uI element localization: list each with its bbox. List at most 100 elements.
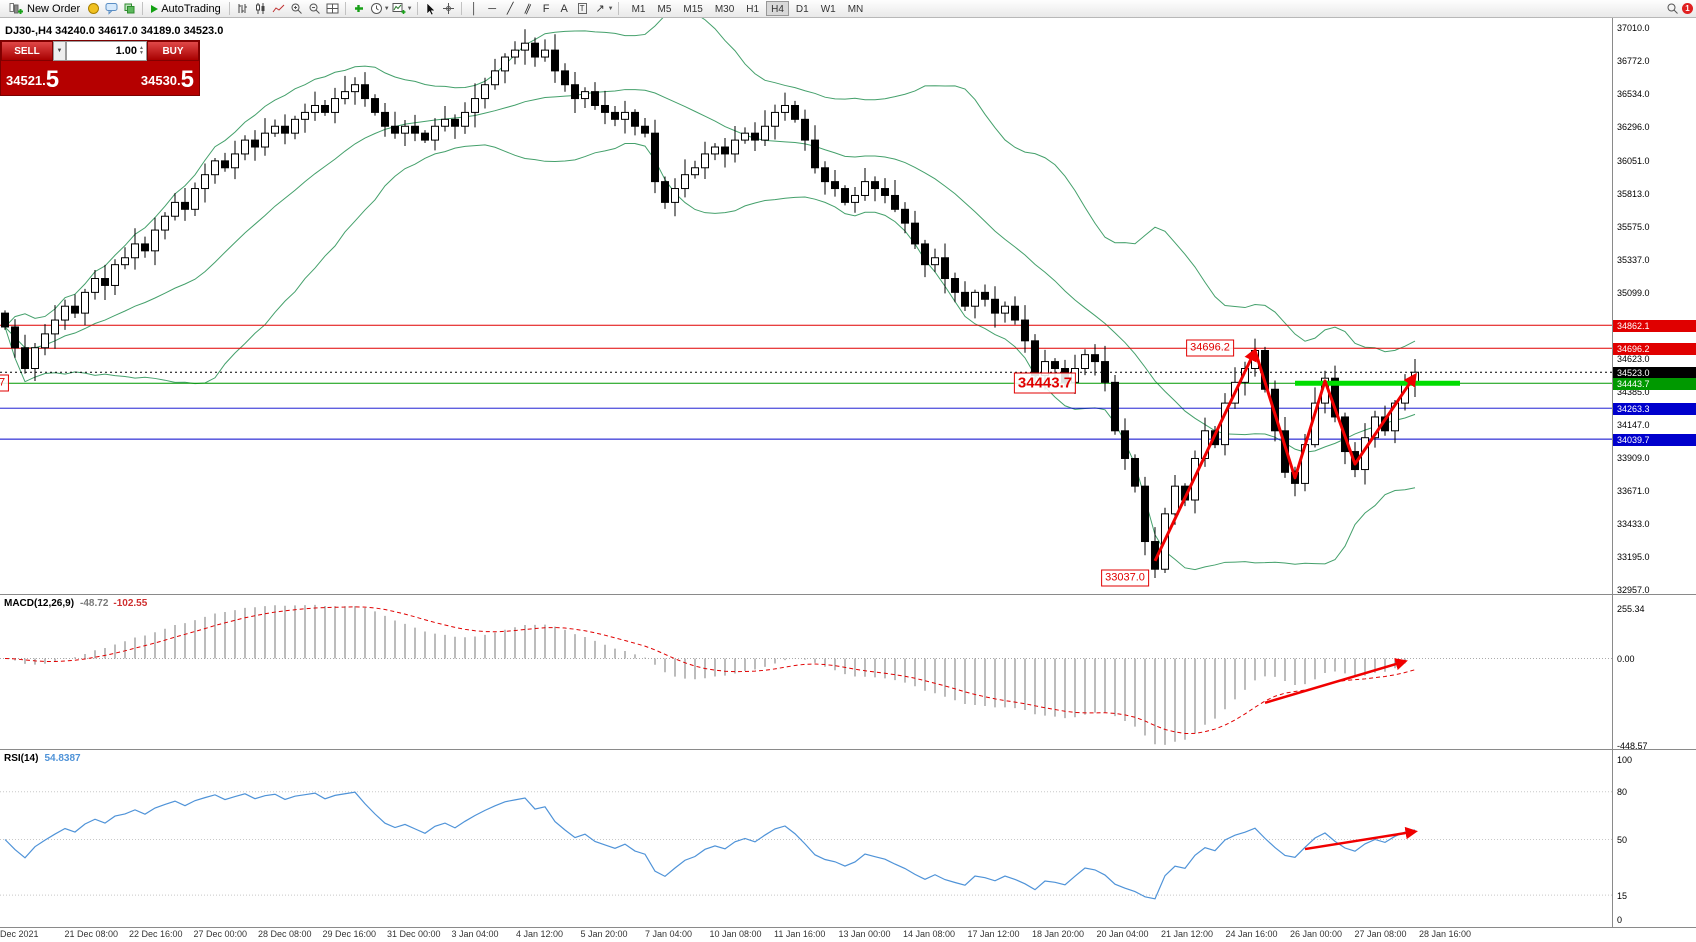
time-label: 31 Dec 00:00 — [387, 929, 441, 939]
macd-scale-label: 255.34 — [1617, 604, 1645, 615]
timeframe-button-m15[interactable]: M15 — [683, 4, 703, 15]
time-label: 27 Jan 08:00 — [1354, 929, 1407, 939]
community-icon[interactable] — [121, 1, 138, 17]
toolbar-separator — [344, 2, 346, 15]
toolbar-separator — [142, 2, 144, 15]
toolbar-separator — [416, 2, 418, 15]
text-icon[interactable]: A — [560, 2, 568, 15]
chevron-down-icon[interactable]: ▼ — [406, 5, 413, 12]
bar-chart-icon[interactable] — [234, 1, 251, 17]
price-tick: 34147.0 — [1617, 419, 1650, 430]
rsi-scale-label: 0 — [1617, 915, 1623, 925]
toolbar-separator — [460, 2, 462, 15]
fibonacci-icon[interactable]: F — [542, 2, 550, 15]
price-tick: 32957.0 — [1617, 585, 1650, 595]
price-tick: 35337.0 — [1617, 254, 1650, 265]
channel-icon[interactable]: ∥ — [523, 1, 534, 16]
line-chart-icon[interactable] — [270, 1, 287, 17]
chart-plot-area[interactable]: 34696.2 34443.7 33037.0 7 DJ30-,H4 34240.0 … — [0, 18, 1612, 594]
chart-title: DJ30-,H4 34240.0 34617.0 34189.0 34523.0 — [5, 25, 224, 37]
price-tick: 35575.0 — [1617, 221, 1650, 232]
play-icon — [151, 4, 159, 13]
macd-label: MACD(12,26,9) -48.72 -102.55 — [4, 598, 148, 609]
time-label: 27 Dec 00:00 — [193, 929, 248, 939]
crosshair-icon[interactable] — [440, 1, 457, 17]
time-label: 22 Dec 16:00 — [129, 929, 183, 939]
volume-value: 1.00 — [115, 45, 138, 57]
autotrading-button[interactable]: AutoTrading — [147, 1, 225, 17]
toolbar: New Order AutoTrading — [0, 0, 1696, 18]
timeframe-button-d1[interactable]: D1 — [795, 4, 809, 15]
macd-panel: MACD(12,26,9) -48.72 -102.55 255.34 0.00 -44… — [0, 595, 1696, 751]
price-level-badge: 34039.7 — [1613, 433, 1696, 446]
time-label: 13 Jan 00:00 — [838, 929, 891, 939]
price-tick: 33433.0 — [1617, 519, 1650, 529]
time-label: 3 Jan 04:00 — [451, 929, 499, 939]
rsi-plot-area[interactable]: RSI(14) 54.8387 — [0, 750, 1612, 927]
macd-plot-area[interactable]: MACD(12,26,9) -48.72 -102.55 — [0, 595, 1612, 749]
timeframe-button-h4[interactable]: H4 — [766, 1, 789, 16]
time-label: 11 Jan 16:00 — [774, 929, 826, 939]
chat-icon[interactable] — [103, 1, 120, 17]
time-label: 26 Jan 00:00 — [1290, 929, 1343, 939]
search-icon[interactable] — [1664, 1, 1681, 17]
horizontal-line-icon[interactable]: ─ — [488, 2, 497, 15]
timeframe-button-h1[interactable]: H1 — [746, 4, 760, 15]
price-tick: 33909.0 — [1617, 452, 1650, 463]
volume-stepper[interactable]: ▲ ▼ — [139, 45, 144, 56]
new-order-button[interactable]: New Order — [3, 1, 84, 17]
tile-windows-icon[interactable] — [324, 1, 341, 17]
cursor-icon[interactable] — [422, 1, 439, 17]
rsi-scale-label: 50 — [1617, 835, 1628, 845]
timeframe-button-m1[interactable]: M1 — [631, 4, 646, 15]
trendline-icon[interactable]: ╱ — [506, 2, 514, 15]
price-tick: 36296.0 — [1617, 121, 1650, 132]
timeframe-button-m30[interactable]: M30 — [714, 4, 735, 15]
timeframe-button-m5[interactable]: M5 — [657, 4, 672, 15]
time-label: 17 Jan 12:00 — [967, 929, 1020, 939]
price-tick: 35813.0 — [1617, 188, 1650, 199]
time-label: 28 Dec 08:00 — [258, 929, 312, 939]
price-tick: 34623.0 — [1617, 353, 1650, 364]
rsi-axis: 100 80 50 15 0 — [1612, 750, 1696, 927]
zoom-in-icon[interactable] — [288, 1, 305, 17]
time-label: Dec 2021 — [0, 929, 39, 939]
expert-advisors-icon[interactable] — [85, 1, 102, 17]
label-icon[interactable]: T — [577, 3, 587, 14]
zoom-out-icon[interactable] — [306, 1, 323, 17]
rsi-panel: RSI(14) 54.8387 100 80 50 15 0 — [0, 750, 1696, 928]
toolbar-separator — [228, 2, 230, 15]
sell-button[interactable]: SELL — [1, 41, 53, 61]
candle-chart-icon[interactable] — [252, 1, 269, 17]
buy-button[interactable]: BUY — [147, 41, 199, 61]
template-icon[interactable] — [391, 1, 408, 17]
timeframe-button-mn[interactable]: MN — [847, 4, 864, 15]
time-label: 14 Jan 08:00 — [903, 929, 956, 939]
volume-input[interactable]: 1.00 ▲ ▼ — [66, 41, 147, 61]
vertical-line-icon[interactable]: │ — [470, 2, 478, 15]
chevron-down-icon[interactable]: ▼ — [383, 5, 390, 12]
macd-scale-label: -448.57 — [1617, 740, 1648, 751]
time-label: 10 Jan 08:00 — [709, 929, 762, 939]
arrows-icon[interactable]: ↗ — [595, 2, 605, 15]
price-level-badge: 34696.2 — [1613, 342, 1696, 355]
time-label: 18 Jan 20:00 — [1032, 929, 1085, 939]
price-chart-panel: 34696.2 34443.7 33037.0 7 DJ30-,H4 34240.0 … — [0, 18, 1696, 595]
rsi-scale-label: 100 — [1617, 755, 1633, 765]
new-order-icon — [7, 1, 24, 17]
price-tick: 36051.0 — [1617, 155, 1650, 166]
price-level-badge: 34523.0 — [1613, 366, 1696, 379]
timeframe-button-w1[interactable]: W1 — [820, 4, 836, 15]
chevron-down-icon[interactable]: ▼ — [53, 41, 66, 61]
sell-price: 34521. 5 — [6, 66, 60, 93]
notification-badge[interactable]: 1 — [1682, 3, 1693, 14]
toolbar-separator — [617, 2, 619, 15]
periods-clock-icon[interactable] — [368, 1, 385, 17]
autotrading-label: AutoTrading — [161, 2, 221, 15]
indicators-icon[interactable] — [350, 1, 367, 17]
time-label: 24 Jan 16:00 — [1225, 929, 1278, 939]
time-label: 29 Dec 16:00 — [322, 929, 377, 939]
chevron-down-icon[interactable]: ▼ — [607, 5, 614, 12]
price-tick: 35099.0 — [1617, 287, 1650, 298]
